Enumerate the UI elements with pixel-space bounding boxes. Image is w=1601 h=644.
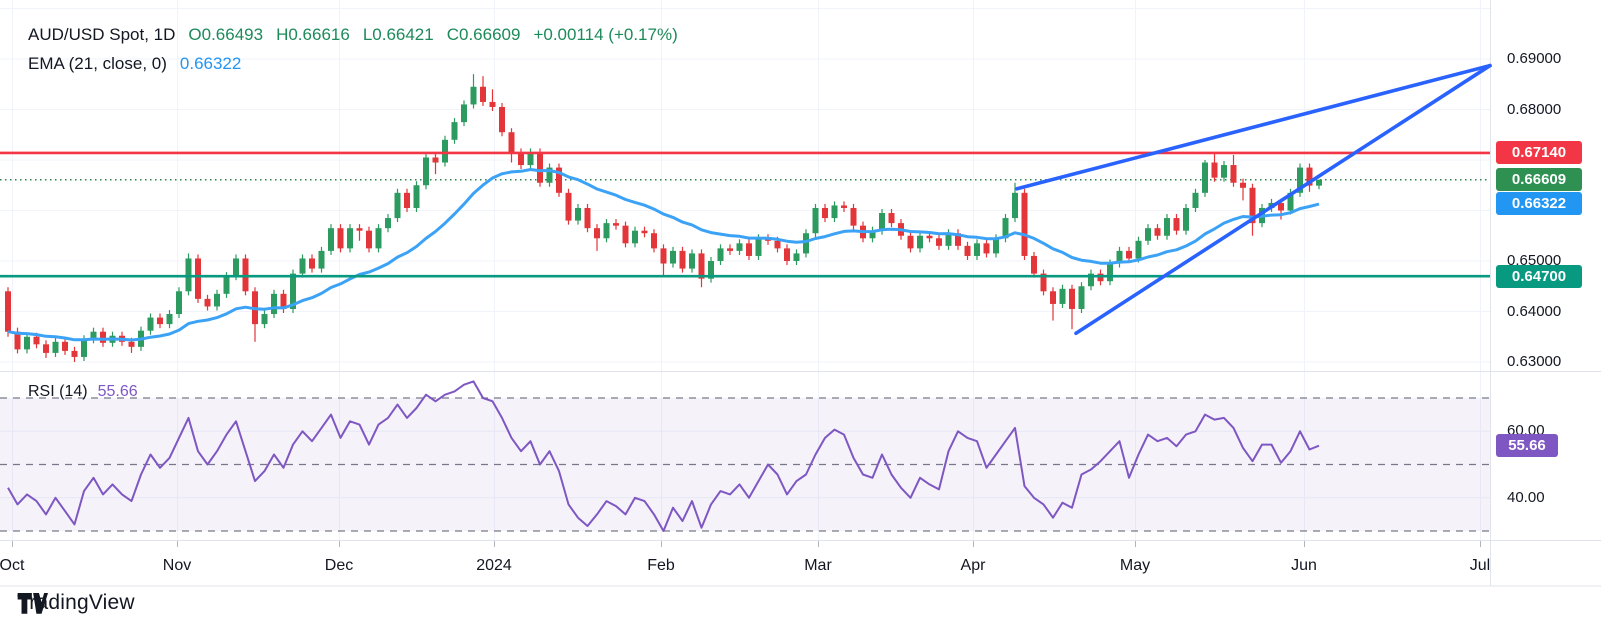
support-price-badge: 0.64700: [1496, 264, 1582, 288]
ohlc-open: O0.66493: [188, 25, 264, 44]
gridlines: [0, 0, 1490, 547]
rsi-band: [0, 398, 1490, 531]
ema-label: EMA (21, close, 0): [28, 54, 167, 73]
tradingview-logo[interactable]: TradingView: [17, 591, 135, 615]
ema-legend-row[interactable]: EMA (21, close, 0) 0.66322: [28, 54, 678, 74]
time-axis-label-2024: 2024: [476, 557, 512, 574]
ohlc-high: H0.66616: [276, 25, 350, 44]
upper-trendline[interactable]: [1015, 63, 1492, 191]
last-price-badge: 0.66609: [1496, 168, 1582, 192]
ohlc-close: C0.66609: [446, 25, 521, 44]
ohlc-change: +0.00114 (+0.17%): [533, 25, 678, 44]
time-axis-label-may: May: [1119, 557, 1151, 574]
rsi-axis-label: 40.00: [1507, 488, 1545, 506]
candlestick-series: [5, 74, 1322, 362]
ema-value: 0.66322: [179, 54, 242, 73]
time-axis-label-jul: Jul: [1469, 557, 1491, 574]
time-axis-label-jun: Jun: [1291, 557, 1317, 574]
lower-trendline[interactable]: [1074, 63, 1492, 336]
ohlc-low: L0.66421: [362, 25, 434, 44]
price-axis-label: 0.68000: [1507, 100, 1562, 118]
rsi-label: RSI (14): [28, 383, 88, 400]
ema-line[interactable]: [7, 168, 1320, 342]
time-axis-label-mar: Mar: [804, 557, 832, 574]
tradingview-logo-icon: [17, 593, 48, 614]
rsi-line[interactable]: [7, 380, 1320, 532]
time-axis[interactable]: [0, 541, 1490, 586]
time-axis-label-oct: Oct: [0, 557, 25, 574]
price-axis-label: 0.64000: [1507, 302, 1562, 320]
ema-price-badge: 0.66322: [1496, 192, 1582, 216]
rsi-value-badge: 55.66: [1496, 434, 1558, 458]
resistance-price-badge: 0.67140: [1496, 141, 1582, 165]
time-axis-label-nov: Nov: [162, 557, 192, 574]
symbol-legend-row[interactable]: AUD/USD Spot, 1D O0.66493 H0.66616 L0.66…: [28, 25, 678, 45]
rsi-value: 55.66: [97, 383, 138, 400]
symbol-legend: AUD/USD Spot, 1D O0.66493 H0.66616 L0.66…: [28, 25, 678, 74]
rsi-legend-row[interactable]: RSI (14) 55.66: [28, 383, 138, 401]
symbol-title[interactable]: AUD/USD Spot, 1D: [28, 25, 176, 44]
time-axis-label-apr: Apr: [960, 557, 986, 574]
price-axis-label: 0.63000: [1507, 353, 1562, 370]
time-axis-label-dec: Dec: [324, 557, 354, 574]
time-axis-label-feb: Feb: [647, 557, 675, 574]
price-axis-label: 0.69000: [1507, 50, 1562, 67]
